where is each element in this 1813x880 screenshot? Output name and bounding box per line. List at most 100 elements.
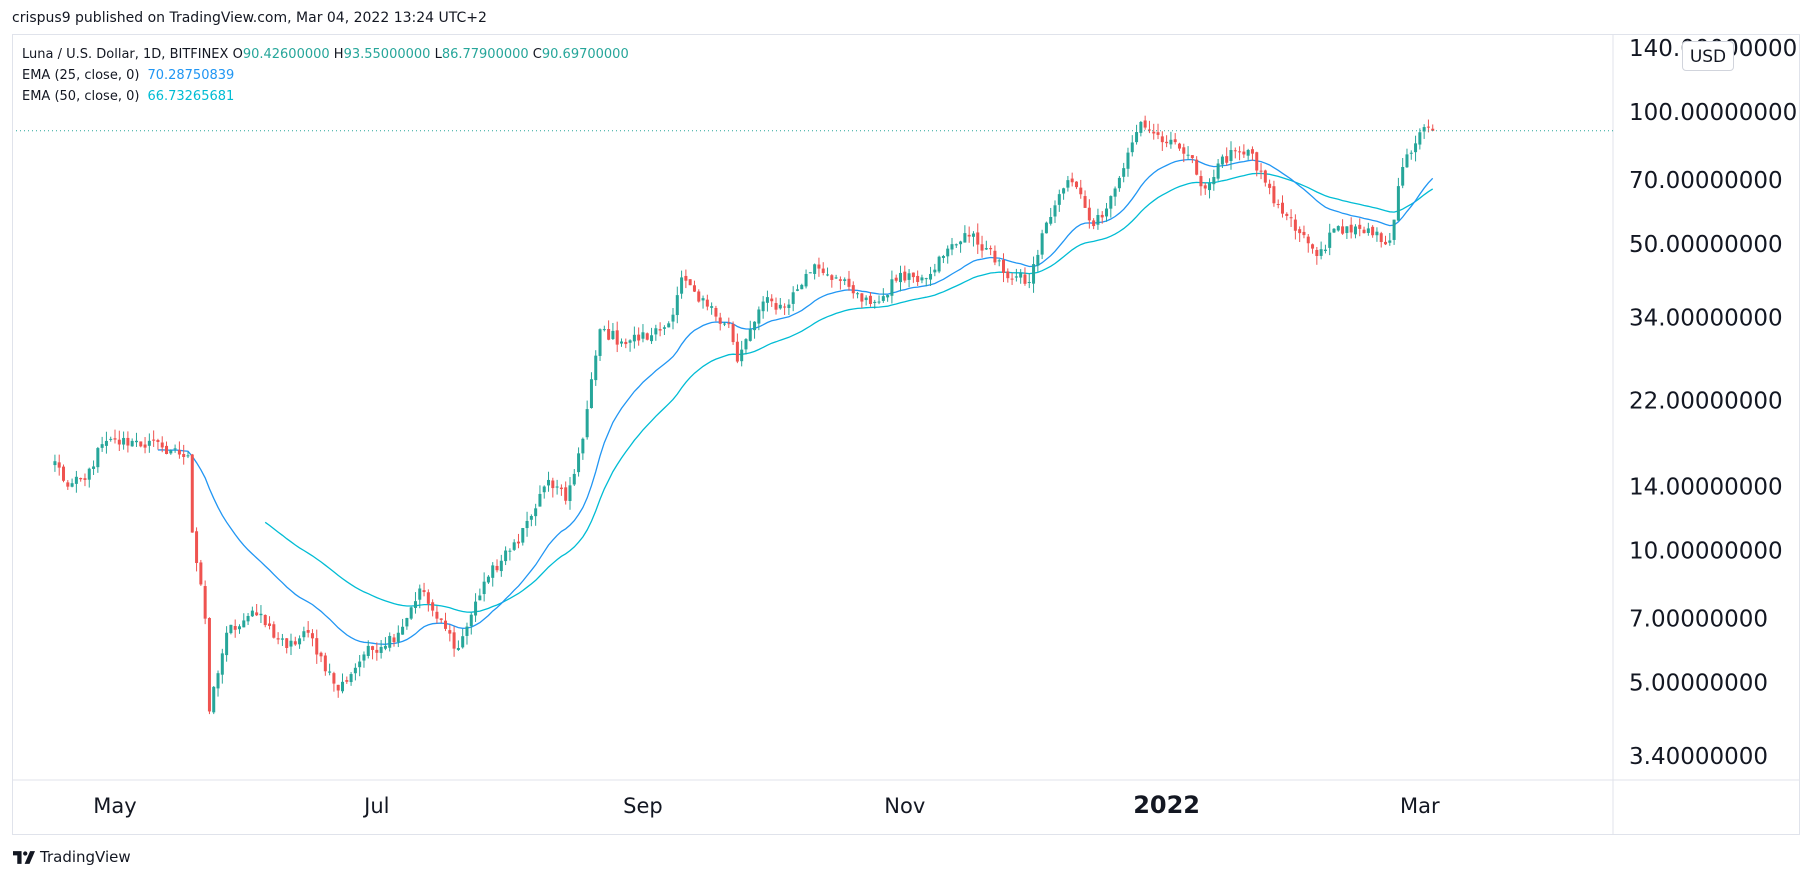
candle bbox=[486, 575, 490, 584]
candle bbox=[448, 624, 452, 642]
price-axis[interactable]: 140.00000000100.0000000070.0000000050.00… bbox=[1629, 36, 1797, 770]
candle bbox=[1289, 209, 1293, 227]
ema-50-layer bbox=[264, 172, 1434, 613]
candle bbox=[877, 295, 881, 305]
candle bbox=[113, 429, 117, 444]
candle bbox=[950, 237, 954, 256]
candle bbox=[714, 305, 718, 322]
candle bbox=[315, 629, 319, 664]
candle bbox=[1053, 200, 1057, 224]
candle bbox=[328, 663, 332, 676]
candle bbox=[555, 479, 559, 495]
candle bbox=[521, 527, 525, 546]
legend-ema50-row[interactable]: EMA (50, close, 0) 66.73265681 bbox=[22, 86, 629, 107]
candle bbox=[250, 606, 254, 618]
candle bbox=[255, 604, 259, 617]
footer-brand[interactable]: TradingView bbox=[13, 848, 131, 866]
x-tick-label: Nov bbox=[884, 794, 925, 818]
legend-low-key: L bbox=[434, 47, 442, 62]
candle bbox=[482, 572, 486, 602]
candle bbox=[401, 618, 405, 635]
candle bbox=[658, 322, 662, 337]
candle bbox=[1014, 268, 1018, 282]
y-tick-label: 34.00000000 bbox=[1629, 306, 1783, 332]
candle bbox=[1336, 225, 1340, 232]
candle bbox=[1396, 177, 1400, 221]
candle bbox=[937, 255, 941, 274]
candle bbox=[692, 280, 696, 293]
candle bbox=[456, 640, 460, 651]
candle bbox=[499, 554, 503, 577]
candle bbox=[1023, 267, 1027, 286]
candle bbox=[358, 655, 362, 677]
candle bbox=[1117, 175, 1121, 192]
candle bbox=[1306, 234, 1310, 253]
candle bbox=[439, 618, 443, 624]
x-tick-label: May bbox=[93, 794, 136, 818]
candle bbox=[182, 444, 186, 465]
candle bbox=[143, 437, 147, 454]
candle bbox=[92, 460, 96, 475]
candle bbox=[993, 245, 997, 266]
candle bbox=[310, 629, 314, 647]
candle bbox=[1006, 268, 1010, 283]
candle bbox=[340, 673, 345, 694]
candle bbox=[924, 277, 928, 287]
candle bbox=[216, 670, 220, 697]
candle bbox=[139, 441, 143, 448]
candle bbox=[418, 584, 422, 609]
candle bbox=[1388, 232, 1392, 246]
candle bbox=[611, 322, 615, 341]
candles-layer bbox=[53, 115, 1435, 715]
candle bbox=[272, 621, 276, 639]
candle bbox=[920, 274, 924, 284]
candle bbox=[1238, 146, 1242, 161]
candle bbox=[298, 635, 302, 649]
candle bbox=[1302, 225, 1306, 239]
candle bbox=[203, 580, 207, 625]
candle bbox=[1341, 219, 1345, 235]
candle bbox=[1057, 189, 1061, 212]
candle bbox=[366, 640, 370, 659]
candle bbox=[1143, 115, 1147, 130]
candle bbox=[984, 240, 988, 250]
candle bbox=[1272, 180, 1276, 207]
candle bbox=[538, 485, 542, 507]
candle bbox=[1173, 133, 1177, 145]
candle bbox=[1255, 151, 1259, 177]
candle bbox=[495, 559, 499, 573]
currency-badge[interactable]: USD bbox=[1682, 41, 1734, 71]
candle bbox=[860, 292, 864, 309]
chart-frame bbox=[12, 34, 1800, 835]
legend-ema25-row[interactable]: EMA (25, close, 0) 70.28750839 bbox=[22, 65, 629, 86]
candle bbox=[817, 257, 821, 277]
candle bbox=[1216, 159, 1220, 181]
candle bbox=[1319, 241, 1323, 260]
candle bbox=[748, 320, 752, 342]
candle bbox=[122, 431, 126, 450]
y-tick-label: 10.00000000 bbox=[1629, 539, 1783, 565]
candle bbox=[843, 277, 847, 286]
candle bbox=[980, 235, 984, 258]
candle bbox=[826, 267, 830, 277]
candle bbox=[74, 470, 78, 493]
candle bbox=[1002, 253, 1006, 283]
legend-symbol-row[interactable]: Luna / U.S. Dollar, 1D, BITFINEX O90.426… bbox=[22, 44, 629, 65]
x-tick-label: 2022 bbox=[1133, 791, 1200, 819]
x-tick-label: Mar bbox=[1400, 794, 1440, 818]
y-tick-label: 14.00000000 bbox=[1629, 475, 1783, 501]
candle bbox=[147, 433, 151, 453]
candle bbox=[478, 588, 482, 601]
candle bbox=[1199, 170, 1203, 196]
candle bbox=[117, 430, 121, 452]
time-axis[interactable]: May Jul Sep Nov 2022 Mar bbox=[93, 791, 1440, 819]
legend-close-key: C bbox=[532, 47, 542, 62]
x-tick-label: Jul bbox=[362, 794, 389, 818]
candle bbox=[362, 651, 366, 668]
legend-ema25-value: 70.28750839 bbox=[147, 68, 235, 83]
candle bbox=[1298, 226, 1302, 242]
candle bbox=[96, 446, 100, 473]
candle bbox=[1259, 163, 1263, 180]
candle bbox=[813, 263, 817, 280]
